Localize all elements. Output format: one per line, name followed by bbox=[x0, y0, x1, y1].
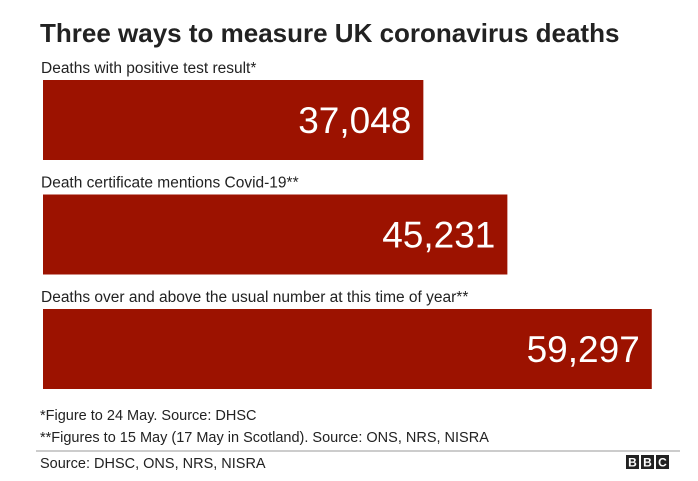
chart-title: Three ways to measure UK coronavirus dea… bbox=[40, 18, 619, 48]
logo-letter: B bbox=[628, 456, 637, 470]
footnote: *Figure to 24 May. Source: DHSC bbox=[40, 408, 257, 424]
logo-box bbox=[626, 455, 639, 469]
value-label: 45,231 bbox=[382, 215, 495, 256]
logo-letter: C bbox=[658, 456, 667, 470]
source: Source: DHSC, ONS, NRS, NISRA bbox=[40, 456, 266, 472]
logo-letter: B bbox=[643, 456, 652, 470]
value-label: 59,297 bbox=[527, 329, 640, 370]
bar bbox=[43, 194, 508, 275]
logo-box bbox=[641, 455, 654, 469]
footnote: **Figures to 15 May (17 May in Scotland)… bbox=[40, 430, 489, 446]
bar bbox=[43, 309, 652, 389]
value-label: 37,048 bbox=[298, 100, 411, 141]
category-label: Deaths over and above the usual number a… bbox=[41, 289, 468, 306]
category-label: Deaths with positive test result* bbox=[41, 60, 256, 77]
bar bbox=[43, 80, 424, 160]
category-label: Death certificate mentions Covid-19** bbox=[41, 175, 299, 192]
logo-box bbox=[656, 455, 669, 469]
